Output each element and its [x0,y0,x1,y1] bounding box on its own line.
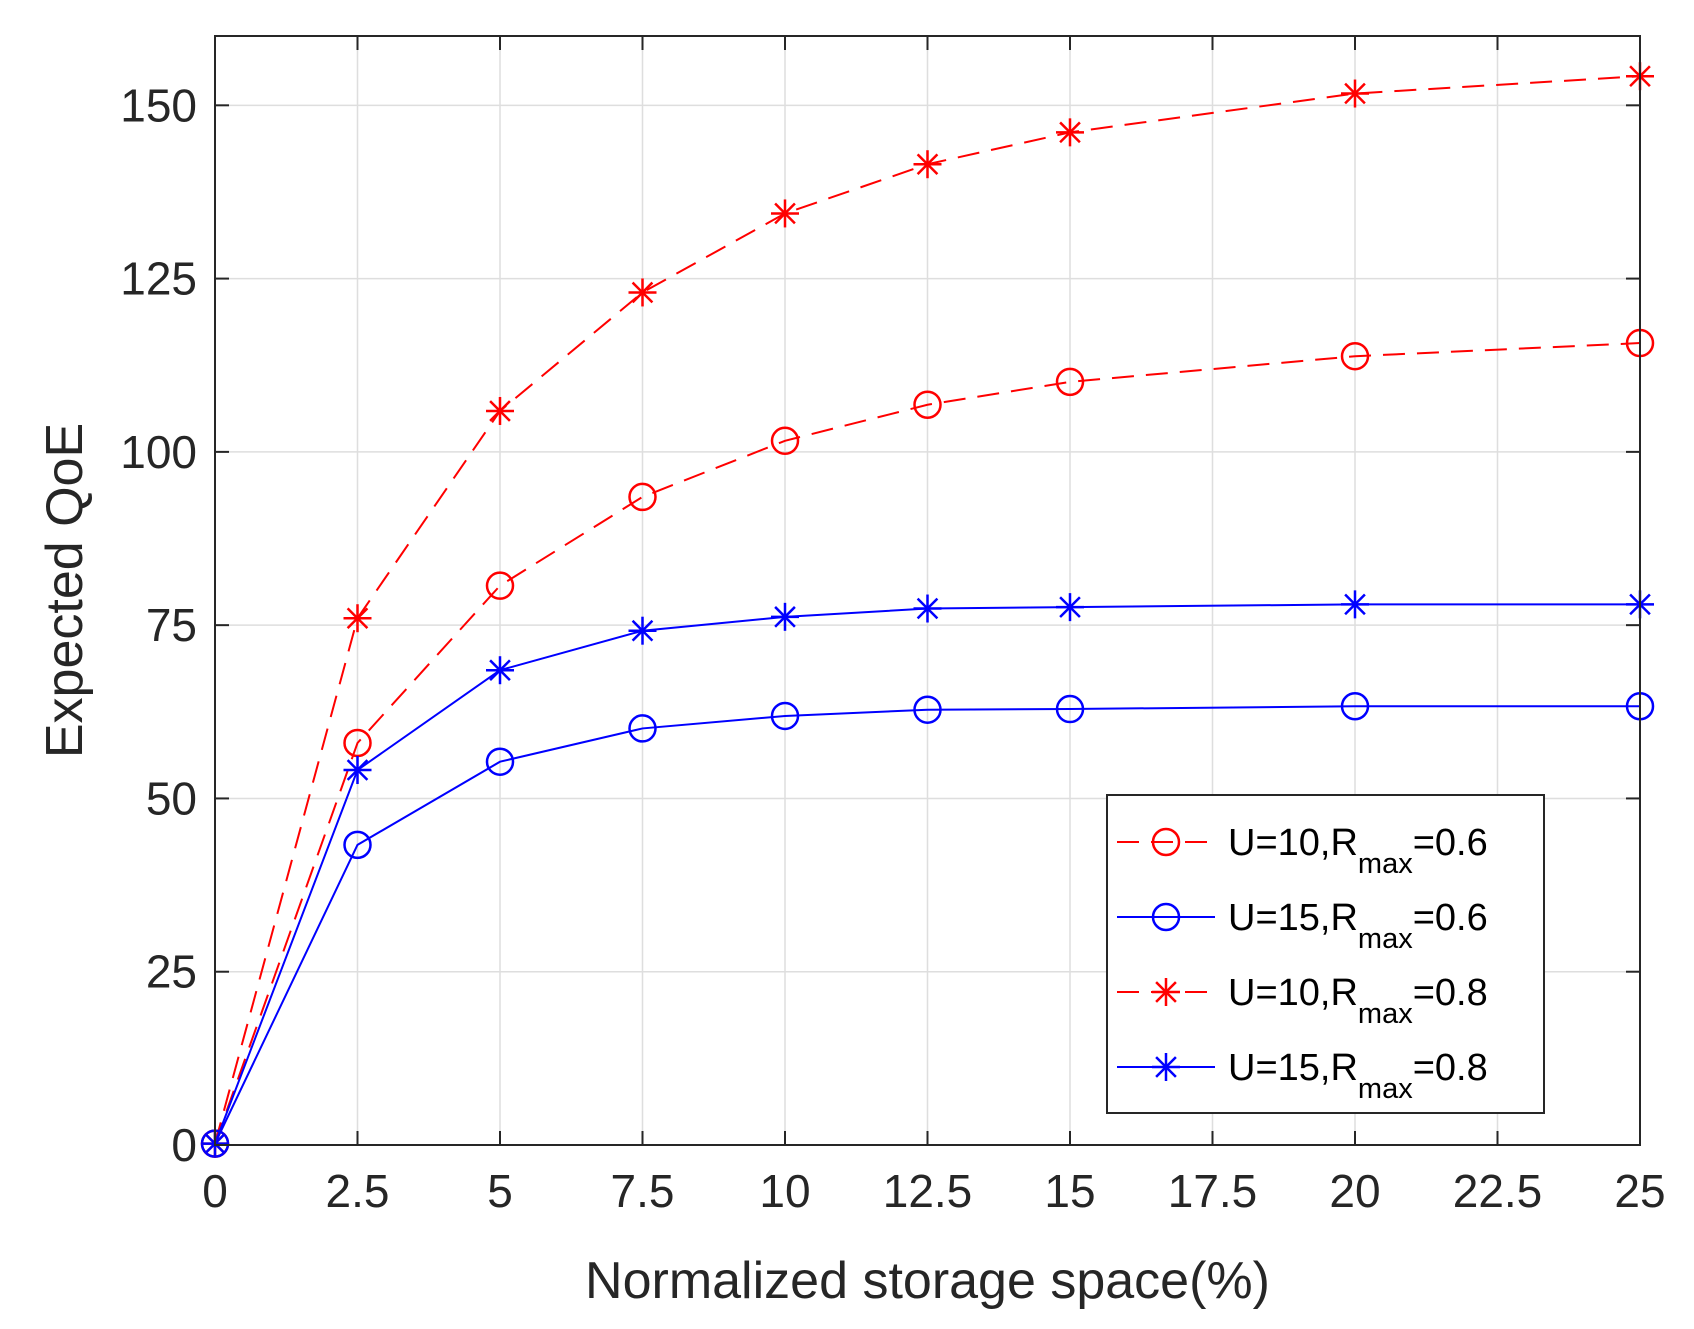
asterisk-stroke [1344,593,1366,616]
y-axis-label: Expected QoE [36,423,94,758]
legend-box [1106,794,1545,1114]
data-point-series-1 [913,390,942,419]
data-point-series-3 [1341,79,1369,108]
y-tick-label: 25 [146,946,197,998]
legend: U=10,Rmax=0.6 U=15,Rmax=0.6 U=10,Rmax=0.8 U… [1106,794,1545,1114]
asterisk-stroke [1344,82,1366,105]
asterisk-stroke [346,607,369,630]
data-point-series-2 [770,701,800,731]
x-axis-label: Normalized storage space(%) [585,1252,1270,1310]
data-point-series-4 [486,656,514,685]
legend-marker-1 [1151,827,1181,857]
series-line-1 [214,342,1641,1144]
legend-label-4: U=15,Rmax=0.8 [1228,1047,1488,1105]
x-tick-labels: 0 2.5 5 7.5 10 12.5 15 17.5 20 22.5 25 [202,1165,1665,1217]
asterisk-stroke [916,153,939,176]
data-point-series-2 [1340,692,1370,721]
x-tick-label: 25 [1614,1165,1665,1217]
data-point-series-1 [485,571,515,600]
y-tick-labels: 0 25 50 75 100 125 150 [120,79,197,1171]
data-point-series-4 [628,616,657,645]
data-point-series-2 [913,695,942,724]
data-point-series-3 [913,150,942,179]
legend-marker-4 [1152,1053,1180,1081]
y-tick-label: 50 [146,772,197,824]
data-point-series-3 [628,278,657,307]
data-point-series-1 [628,482,657,512]
x-tick-label: 12.5 [883,1165,973,1217]
data-point-series-4 [913,594,942,623]
data-point-series-4 [343,756,372,785]
legend-marker-2 [1151,902,1181,932]
asterisk-stroke [1155,1056,1177,1078]
data-point-series-3 [771,199,799,228]
data-point-series-2 [485,747,515,776]
data-point-series-2 [1055,694,1085,724]
data-point-series-2 [628,714,657,743]
data-point-series-1 [770,426,800,456]
series-line-3 [214,75,1641,1144]
asterisk-stroke [346,759,369,781]
x-tick-label: 20 [1329,1165,1380,1217]
data-point-series-1 [1340,341,1370,371]
asterisk-stroke [631,281,654,304]
asterisk-stroke [774,202,796,225]
legend-label-2: U=15,Rmax=0.6 [1228,897,1488,955]
x-tick-label: 10 [759,1165,810,1217]
asterisk-stroke [774,606,796,628]
series-line-2 [214,705,1640,1145]
asterisk-stroke [916,597,939,620]
data-point-series-3 [343,604,372,633]
data-point-series-1 [343,728,372,758]
x-tick-label: 2.5 [326,1165,390,1217]
data-point-series-4 [1056,593,1084,622]
axis-ticks [214,36,1641,1146]
data-point-series-3 [486,396,514,425]
asterisk-stroke [489,400,511,422]
asterisk-stroke [1059,121,1081,144]
legend-label-3: U=10,Rmax=0.8 [1228,972,1488,1030]
legend-marker-3 [1152,978,1180,1006]
asterisk-stroke [489,659,511,681]
y-tick-label: 100 [120,426,197,478]
data-point-series-1 [1055,367,1085,397]
x-tick-label: 17.5 [1168,1165,1258,1217]
x-tick-label: 0 [202,1165,228,1217]
legend-label-1: U=10,Rmax=0.6 [1228,822,1488,880]
data-point-series-2 [343,830,372,860]
data-point-series-4 [771,602,799,631]
asterisk-stroke [1155,981,1177,1003]
x-tick-label: 22.5 [1453,1165,1543,1217]
asterisk-stroke [631,619,654,642]
data-point-series-3 [1056,118,1084,147]
y-tick-label: 150 [120,79,197,131]
asterisk-stroke [1059,596,1081,618]
x-tick-label: 5 [487,1165,513,1217]
y-tick-label: 125 [120,253,197,305]
series-markers [200,62,1655,1158]
x-tick-label: 7.5 [611,1165,675,1217]
data-point-series-4 [1341,590,1369,619]
x-tick-label: 15 [1044,1165,1095,1217]
y-tick-label: 75 [146,599,197,651]
y-tick-label: 0 [171,1119,197,1171]
